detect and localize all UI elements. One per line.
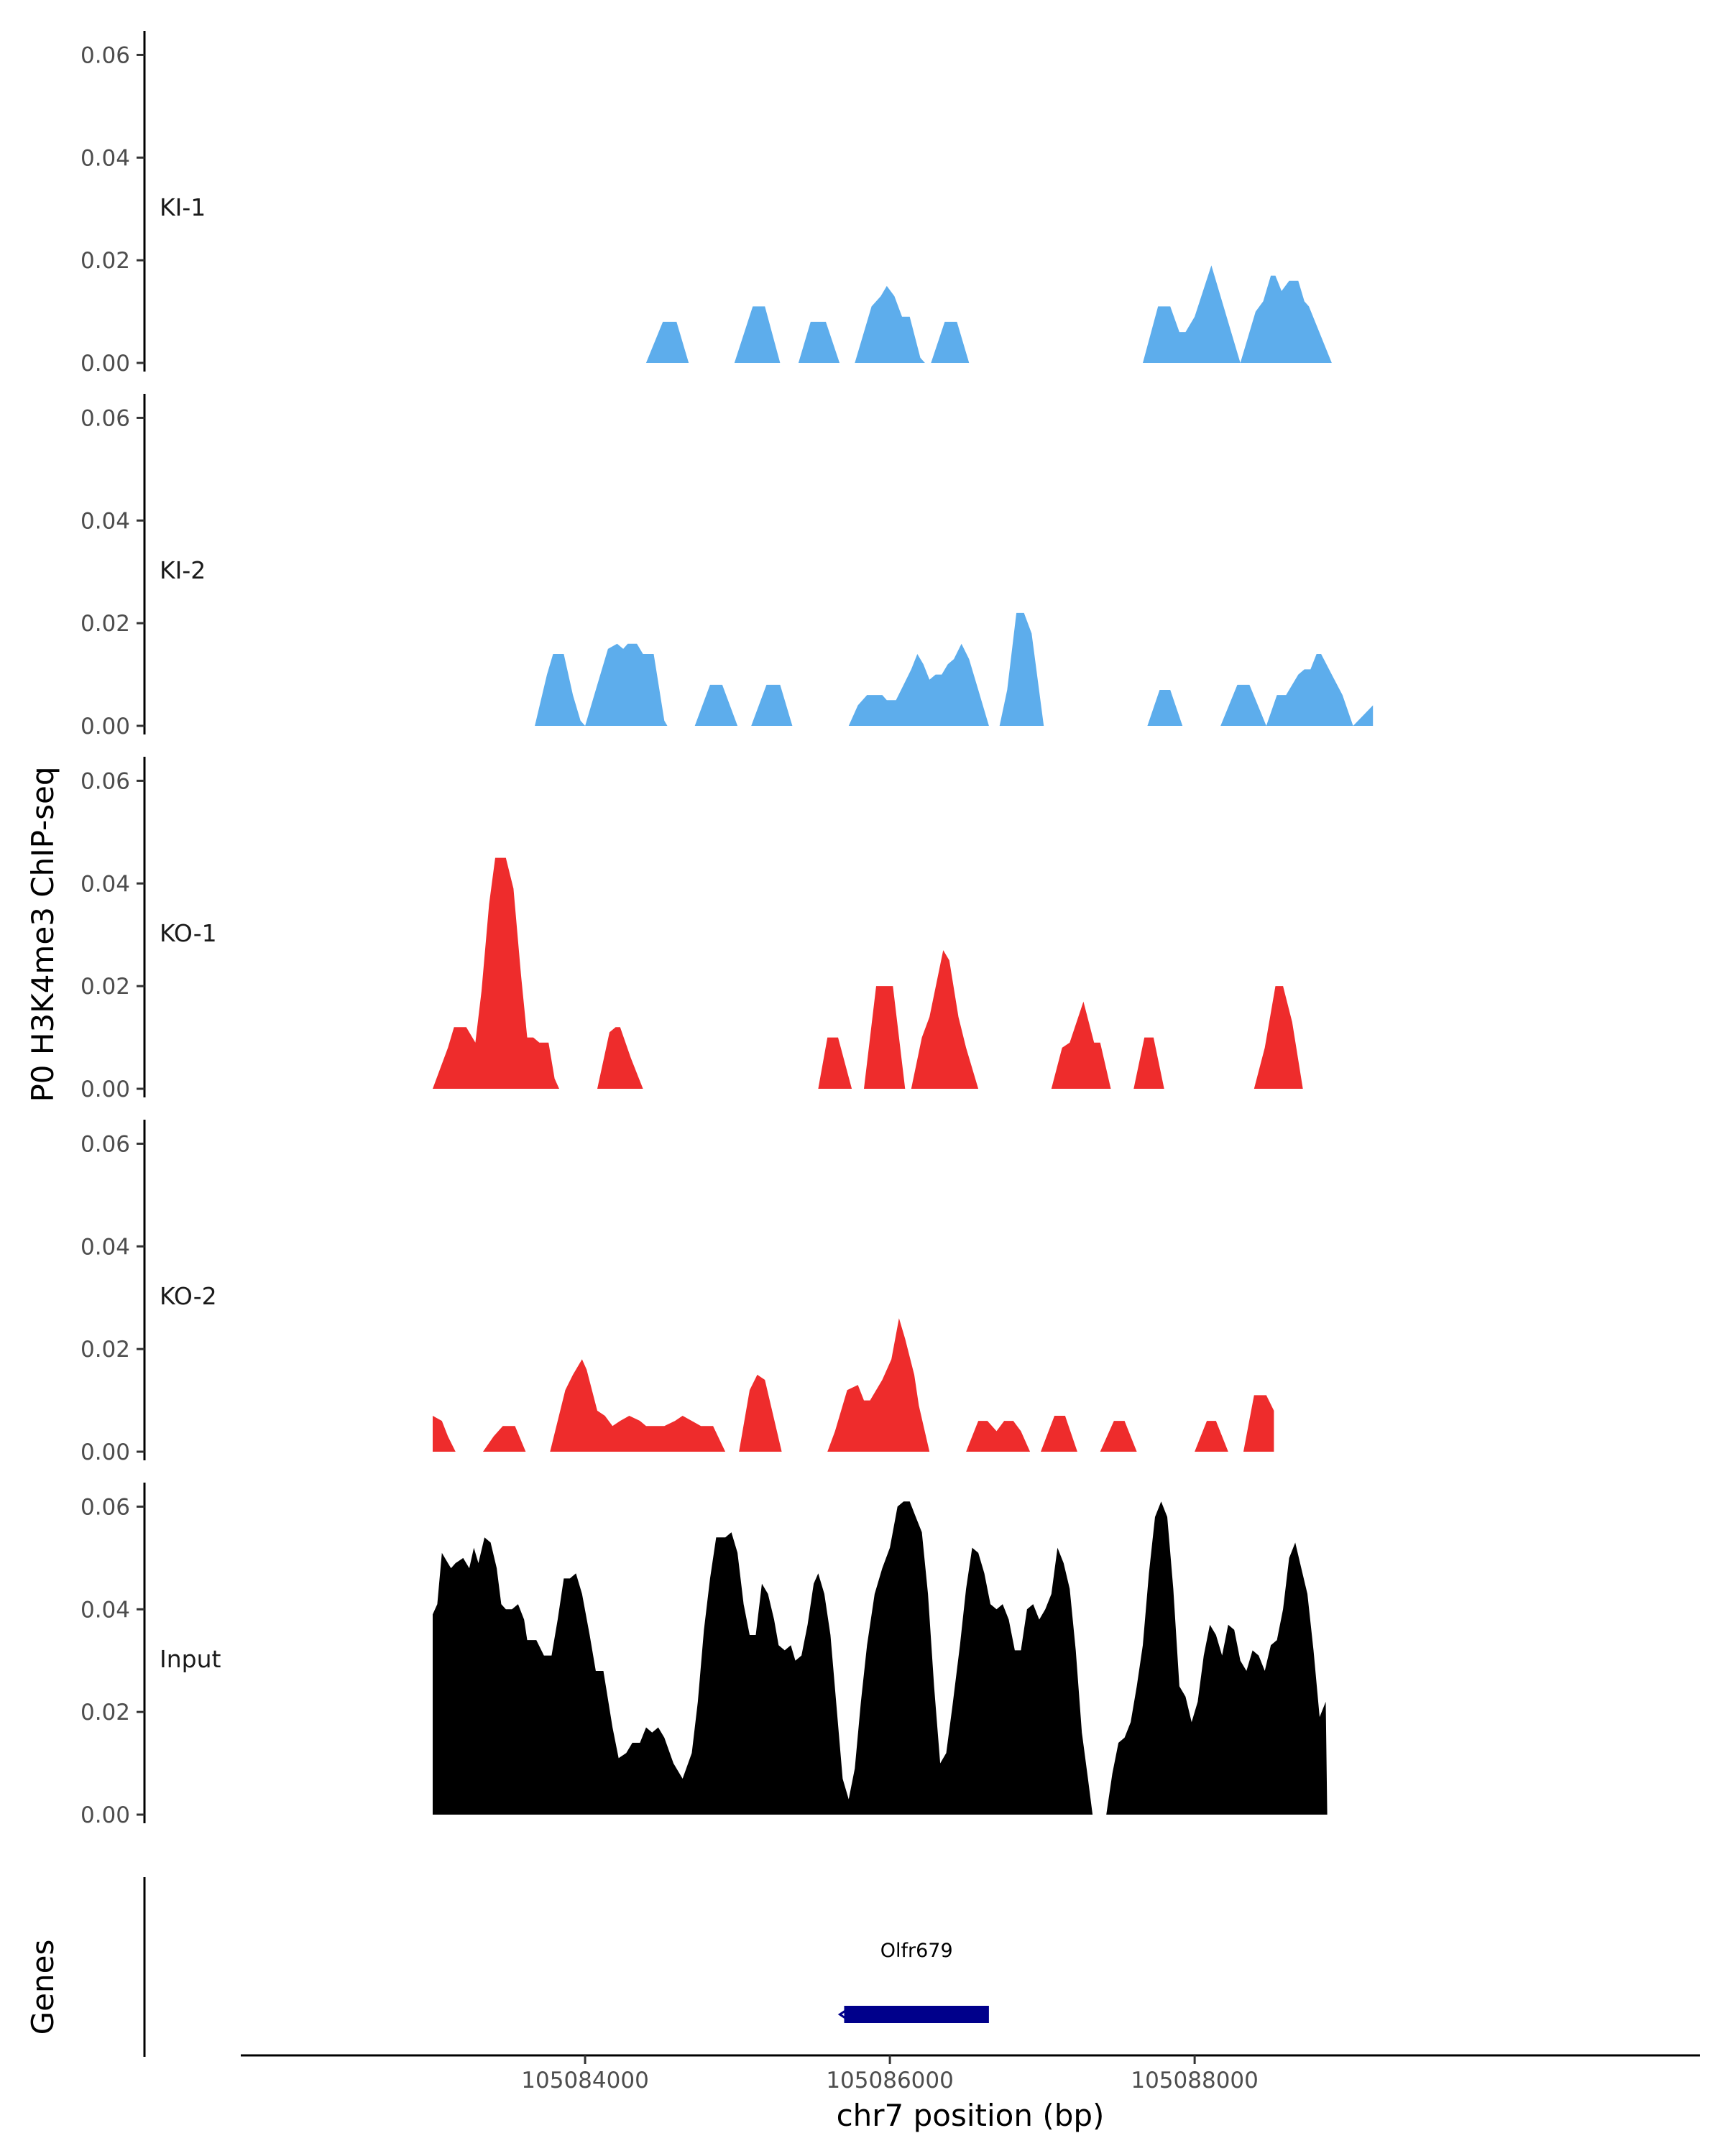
- y-tick-label: 0.02: [80, 1337, 130, 1363]
- gene-panel: Olfr679: [143, 1877, 989, 2057]
- y-tick-label: 0.06: [80, 1494, 130, 1520]
- y-tick-label: 0.04: [80, 1234, 130, 1260]
- track-panel-input: 0.00 0.02 0.04 0.06 Input: [80, 1483, 1328, 1828]
- y-tick-label: 0.02: [80, 611, 130, 637]
- y-tick-label: 0.06: [80, 405, 130, 431]
- x-axis: 105084000 105086000 105088000: [241, 2054, 1700, 2093]
- y-tick-label: 0.00: [80, 714, 130, 740]
- y-tick-label: 0.04: [80, 508, 130, 534]
- signal-area: [433, 1318, 1274, 1452]
- y-tick-label: 0.04: [80, 1597, 130, 1623]
- y-tick-label: 0.06: [80, 768, 130, 794]
- y-tick-label: 0.00: [80, 1802, 130, 1828]
- track-label: KO-2: [160, 1282, 217, 1310]
- y-tick-label: 0.00: [80, 351, 130, 377]
- track-panel-ki-1: 0.00 0.02 0.04 0.06 KI-1: [80, 31, 1332, 377]
- y-tick-label: 0.02: [80, 248, 130, 274]
- y-tick-label: 0.00: [80, 1077, 130, 1102]
- signal-area: [433, 857, 1303, 1089]
- signal-area: [433, 1501, 1328, 1815]
- x-axis-title: chr7 position (bp): [837, 2098, 1105, 2133]
- track-label: KO-1: [160, 919, 217, 947]
- track-label: KI-1: [160, 193, 206, 221]
- track-label: KI-2: [160, 556, 206, 584]
- y-tick-label: 0.02: [80, 1700, 130, 1726]
- gene-name-label: Olfr679: [880, 1940, 953, 1962]
- strand-arrow: [837, 2007, 850, 2022]
- gene-body: [844, 2006, 989, 2023]
- y-axis-title: P0 H3K4me3 ChIP-seq: [25, 766, 60, 1102]
- y-tick-label: 0.04: [80, 145, 130, 171]
- signal-area: [535, 612, 1374, 726]
- y-tick-label: 0.02: [80, 974, 130, 1000]
- y-tick-label: 0.00: [80, 1439, 130, 1465]
- signal-area: [645, 265, 1332, 363]
- x-tick-label: 105086000: [826, 2068, 954, 2093]
- x-tick-label: 105088000: [1131, 2068, 1259, 2093]
- y-tick-label: 0.06: [80, 1131, 130, 1157]
- gene-olfr679: Olfr679: [837, 1940, 989, 2023]
- x-tick-label: 105084000: [521, 2068, 649, 2093]
- track-panel-ki-2: 0.00 0.02 0.04 0.06 KI-2: [80, 394, 1374, 740]
- track-panel-ko-2: 0.00 0.02 0.04 0.06 KO-2: [80, 1120, 1274, 1465]
- y-tick-label: 0.06: [80, 42, 130, 68]
- track-panel-ko-1: 0.00 0.02 0.04 0.06 KO-1: [80, 757, 1303, 1102]
- track-panels: 0.00 0.02 0.04 0.06 KI-1 0.00 0.02 0.04 0.06 KI-2…: [80, 31, 1374, 1828]
- y-tick-label: 0.04: [80, 871, 130, 897]
- track-label: Input: [160, 1645, 221, 1673]
- genes-panel-label: Genes: [25, 1940, 60, 2035]
